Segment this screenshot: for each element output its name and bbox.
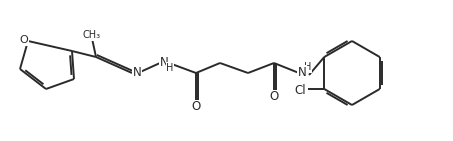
Text: O: O [270, 91, 279, 103]
Text: O: O [19, 35, 29, 45]
Text: Cl: Cl [294, 83, 306, 96]
Text: H: H [166, 63, 173, 73]
Text: O: O [191, 101, 201, 114]
Text: N: N [159, 56, 169, 69]
Text: N: N [298, 66, 306, 79]
Text: CH₃: CH₃ [83, 30, 101, 40]
Text: N: N [133, 66, 141, 79]
Text: H: H [304, 62, 312, 72]
